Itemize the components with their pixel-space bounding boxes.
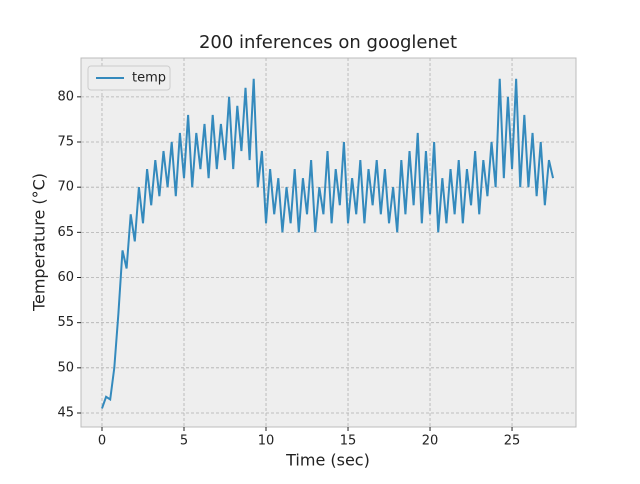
- y-tick-label: 45: [57, 405, 74, 420]
- legend-box: [87, 65, 171, 91]
- y-tick-label: 70: [57, 180, 74, 195]
- y-tick-label: 80: [57, 89, 74, 104]
- y-tick-label: 65: [57, 225, 74, 240]
- y-axis-label: Temperature (°C): [30, 173, 49, 312]
- y-tick-label: 60: [57, 270, 74, 285]
- y-tick-label: 55: [57, 315, 74, 330]
- x-tick-label: 20: [422, 434, 439, 449]
- y-tick-label: 75: [57, 135, 74, 150]
- chart-title: 200 inferences on googlenet: [199, 32, 457, 53]
- x-axis-label: Time (sec): [285, 451, 370, 470]
- x-tick-label: 25: [504, 434, 521, 449]
- x-tick-label: 10: [258, 434, 275, 449]
- y-tick-label: 50: [57, 360, 74, 375]
- legend-label: temp: [132, 71, 166, 86]
- x-tick-label: 0: [98, 434, 106, 449]
- data-line: [101, 78, 555, 409]
- x-tick-label: 15: [340, 434, 357, 449]
- x-tick-label: 5: [180, 434, 188, 449]
- plot-area: [80, 57, 577, 428]
